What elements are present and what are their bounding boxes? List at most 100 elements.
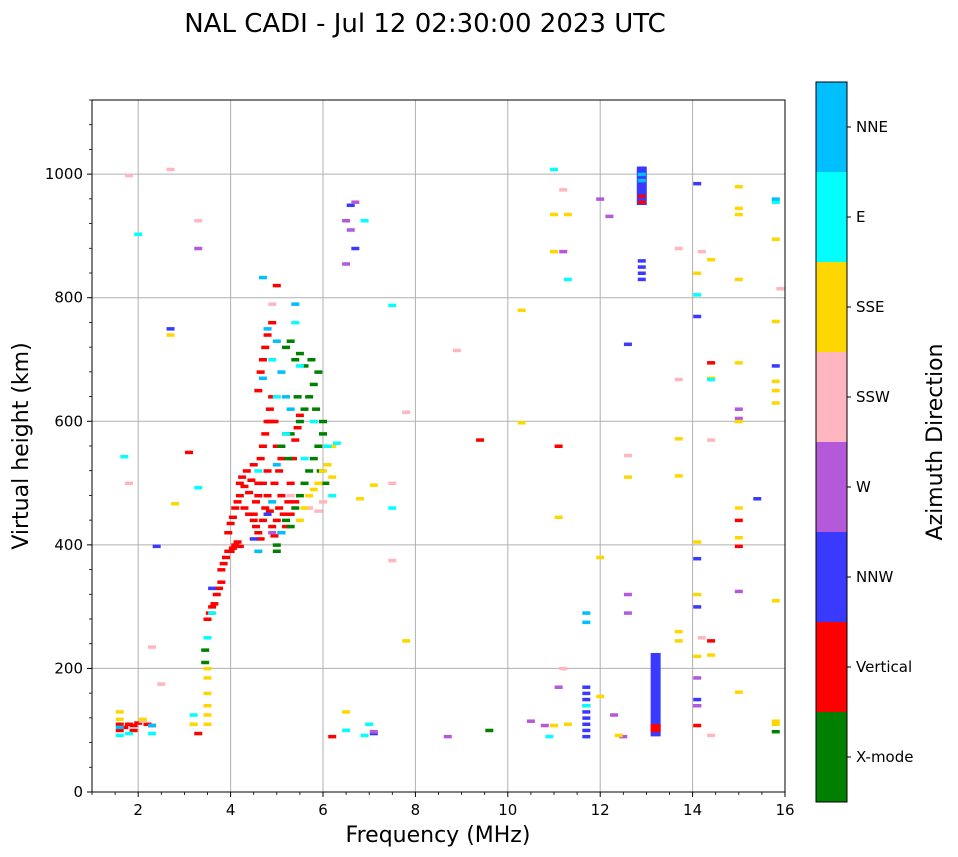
data-point-sse	[674, 437, 683, 441]
data-point-nnw	[637, 191, 646, 195]
data-point-vertical	[134, 721, 143, 725]
data-point-vertical	[235, 481, 244, 486]
data-point-sse	[295, 518, 304, 523]
data-point-e	[194, 485, 203, 490]
plot-area: 2 4 6 8 10 12 14 16 0 200 400 600 800 1000	[45, 99, 795, 819]
data-point-sse	[517, 421, 526, 425]
data-point-e	[582, 704, 591, 708]
data-point-w	[623, 592, 632, 597]
data-point-e	[771, 200, 780, 204]
data-point-sse	[623, 475, 632, 479]
data-point-vertical	[245, 490, 254, 495]
data-point-vertical	[254, 493, 263, 498]
data-point-vertical	[194, 731, 203, 736]
colorbar-segment	[816, 172, 847, 262]
data-point-vertical	[245, 512, 254, 516]
data-point-nnw	[351, 246, 360, 251]
data-point-nnw	[693, 181, 702, 186]
data-point-e	[300, 456, 309, 461]
data-point-nne	[258, 376, 267, 381]
data-point-vertical	[231, 543, 240, 547]
colorbar-label: X-mode	[856, 748, 913, 766]
data-point-sse	[328, 444, 337, 448]
data-point-e	[309, 419, 318, 424]
data-point-w	[734, 416, 743, 421]
data-point-ssw	[388, 558, 397, 563]
data-point-e	[189, 713, 198, 717]
data-point-sse	[203, 676, 212, 680]
data-point-sse	[734, 185, 743, 189]
data-point-x-mode	[321, 481, 330, 486]
data-point-sse	[203, 691, 212, 696]
data-point-sse	[314, 481, 323, 486]
data-point-vertical	[270, 481, 279, 486]
x-tick-label: 8	[411, 801, 421, 819]
data-point-sse	[771, 722, 780, 727]
data-point-w	[369, 729, 378, 734]
data-point-sse	[554, 515, 563, 520]
data-point-x-mode	[295, 493, 304, 498]
data-point-x-mode	[277, 444, 286, 448]
data-point-x-mode	[771, 729, 780, 734]
data-point-vertical	[637, 194, 646, 198]
data-point-e	[360, 218, 369, 223]
data-point-w	[605, 214, 614, 219]
data-point-vertical	[115, 728, 124, 733]
data-point-vertical	[734, 544, 743, 549]
data-point-x-mode	[272, 549, 281, 554]
data-point-sse	[693, 540, 702, 544]
data-point-vertical	[651, 728, 660, 733]
data-point-vertical	[288, 456, 297, 461]
data-point-vertical	[734, 518, 743, 523]
data-point-nnw	[582, 710, 591, 714]
data-point-vertical	[256, 537, 265, 541]
data-point-vertical	[258, 518, 267, 523]
data-point-vertical	[707, 639, 716, 643]
data-point-e	[282, 432, 291, 436]
data-point-x-mode	[295, 351, 304, 356]
data-point-nne	[263, 327, 272, 331]
data-point-vertical	[693, 723, 702, 728]
data-point-x-mode	[286, 339, 295, 343]
data-point-nne	[291, 302, 300, 306]
data-points	[115, 166, 785, 739]
data-point-vertical	[263, 469, 272, 473]
data-point-sse	[203, 666, 212, 671]
data-point-ssw	[559, 188, 568, 192]
data-point-e	[208, 611, 217, 615]
y-tick-label: 0	[73, 783, 83, 801]
data-point-vertical	[242, 469, 251, 473]
data-point-nne	[582, 620, 591, 625]
data-point-vertical	[235, 493, 244, 498]
data-point-vertical	[270, 419, 279, 424]
y-axis-label: Virtual height (km)	[9, 342, 34, 549]
data-point-sse	[674, 474, 683, 478]
data-point-nnw	[208, 586, 217, 591]
data-point-nne	[272, 339, 281, 343]
data-point-vertical	[231, 506, 240, 510]
data-point-sse	[771, 719, 780, 723]
data-point-x-mode	[309, 382, 318, 387]
y-tick-label: 200	[54, 659, 83, 677]
data-point-ssw	[707, 438, 716, 442]
y-axis-ticks: 0 200 400 600 800 1000	[45, 99, 92, 801]
data-point-ssw	[124, 481, 133, 486]
data-point-ssw	[319, 500, 327, 504]
data-point-nnw	[582, 716, 591, 720]
x-tick-label: 16	[775, 801, 794, 819]
data-point-ssw	[157, 682, 166, 686]
data-point-nne	[148, 723, 157, 728]
data-point-vertical	[291, 500, 300, 504]
data-point-vertical	[286, 512, 295, 516]
data-point-w	[734, 407, 743, 411]
x-tick-label: 12	[591, 801, 610, 819]
data-point-vertical	[219, 561, 228, 566]
data-point-x-mode	[293, 395, 302, 399]
data-point-x-mode	[284, 456, 293, 461]
data-point-w	[619, 734, 628, 739]
data-point-vertical	[263, 333, 272, 337]
data-point-sse	[342, 710, 351, 714]
data-point-vertical	[277, 456, 286, 461]
data-point-sse	[771, 598, 780, 603]
y-tick-label: 800	[54, 289, 83, 307]
